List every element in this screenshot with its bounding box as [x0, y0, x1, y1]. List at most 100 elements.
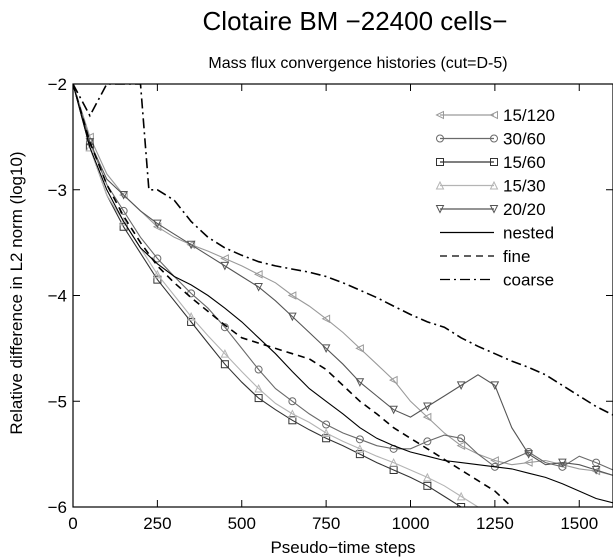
legend-item: fine — [440, 247, 530, 266]
data-point — [119, 191, 128, 200]
y-axis-label: Relative difference in L2 norm (log10) — [7, 151, 26, 434]
legend-marker — [489, 205, 499, 214]
data-point — [524, 448, 533, 457]
data-point — [153, 219, 162, 229]
legend-label: 15/120 — [503, 106, 555, 125]
data-point — [220, 360, 229, 369]
data-point — [288, 312, 297, 322]
data-point — [456, 381, 466, 391]
x-tick-label: 1000 — [392, 514, 430, 533]
series-coarse — [73, 84, 613, 416]
x-tick-label: 500 — [228, 514, 256, 533]
y-tick-label: −2 — [48, 75, 67, 94]
series-line — [73, 84, 613, 476]
data-point — [456, 491, 466, 501]
legend-label: 15/60 — [503, 153, 546, 172]
series-line — [73, 84, 613, 504]
data-point — [186, 312, 196, 321]
data-point — [355, 435, 364, 444]
data-point — [220, 261, 230, 271]
data-point — [591, 465, 601, 475]
legend-item: 15/30 — [435, 177, 546, 196]
data-point — [322, 420, 331, 429]
legend-item: coarse — [440, 271, 554, 290]
x-tick-label: 1500 — [560, 514, 598, 533]
data-point — [321, 314, 331, 324]
legend-item: 30/60 — [436, 130, 546, 149]
legend-label: nested — [503, 224, 554, 243]
data-point — [119, 216, 128, 226]
x-tick-label: 250 — [143, 514, 171, 533]
x-axis-label: Pseudo−time steps — [270, 538, 415, 557]
legend-marker — [435, 110, 444, 120]
data-point — [119, 190, 128, 200]
data-point — [423, 437, 432, 446]
data-point — [423, 481, 432, 490]
series-line — [73, 84, 613, 471]
series-line — [73, 84, 613, 476]
data-point — [558, 462, 567, 471]
data-point — [456, 441, 466, 450]
y-axis: −2 −3 −4 −5 −6 — [48, 75, 613, 517]
data-point — [355, 344, 364, 353]
x-tick-label: 750 — [312, 514, 340, 533]
data-point — [186, 240, 196, 250]
data-point — [153, 269, 162, 279]
data-point — [423, 402, 432, 412]
data-point — [558, 458, 567, 468]
data-point — [186, 240, 196, 250]
data-point — [355, 450, 364, 459]
data-point — [153, 275, 162, 284]
series-line — [73, 84, 513, 507]
legend-marker — [436, 134, 444, 143]
y-tick-label: −3 — [48, 181, 67, 200]
data-point — [321, 428, 331, 437]
x-tick-label: 1250 — [476, 514, 514, 533]
data-point — [524, 450, 533, 459]
series-15-120 — [73, 84, 613, 476]
x-axis: 0 250 500 750 1000 1250 1500 — [68, 84, 598, 533]
data-point — [524, 458, 533, 467]
x-tick-label: 0 — [68, 514, 77, 533]
legend-item: 15/60 — [436, 153, 546, 172]
data-point — [288, 409, 297, 418]
data-point — [423, 472, 432, 482]
series-line — [73, 84, 479, 507]
legend-item: 20/20 — [435, 200, 546, 219]
series-line — [73, 84, 613, 416]
series-20-20 — [73, 84, 613, 476]
data-point — [457, 434, 466, 443]
data-point — [322, 434, 331, 443]
series-15-30 — [73, 84, 479, 507]
data-point — [220, 254, 229, 263]
data-point — [187, 289, 196, 298]
legend-marker — [436, 158, 444, 166]
data-point — [321, 344, 331, 353]
y-tick-label: −4 — [48, 287, 67, 306]
legend-label: 20/20 — [503, 200, 546, 219]
series-fine — [73, 84, 513, 507]
legend-label: 30/60 — [503, 130, 546, 149]
legend-label: 15/30 — [503, 177, 546, 196]
legend-marker — [490, 134, 498, 143]
legend-item: nested — [440, 224, 554, 243]
series-nested — [73, 84, 613, 504]
data-point — [220, 349, 230, 358]
y-tick-label: −6 — [48, 498, 67, 517]
data-point — [490, 381, 500, 391]
series-layer — [73, 84, 613, 507]
data-point — [152, 222, 162, 232]
data-point — [355, 378, 365, 387]
chart-title: Clotaire BM −22400 cells− — [203, 6, 508, 36]
data-point — [389, 375, 398, 385]
data-point — [457, 503, 466, 507]
legend-marker — [489, 180, 499, 190]
data-point — [254, 283, 263, 292]
y-tick-label: −5 — [48, 392, 67, 411]
legend-item: 15/120 — [435, 106, 555, 125]
data-point — [355, 444, 365, 453]
chart-subtitle: Mass flux convergence histories (cut=D-5… — [208, 55, 507, 72]
data-point — [254, 394, 263, 403]
legend-marker — [435, 180, 445, 190]
